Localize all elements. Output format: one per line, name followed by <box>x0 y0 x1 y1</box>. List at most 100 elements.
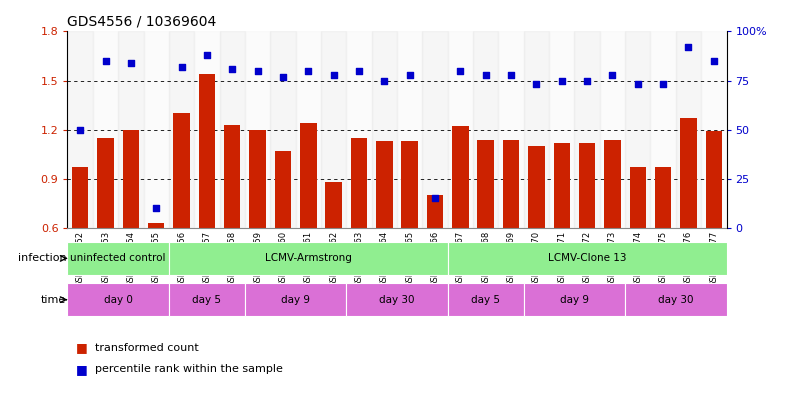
Text: day 5: day 5 <box>192 295 222 305</box>
Text: day 5: day 5 <box>471 295 500 305</box>
Bar <box>67 31 93 228</box>
Bar <box>122 130 139 228</box>
Bar <box>245 283 346 316</box>
Point <box>251 68 264 74</box>
Bar <box>706 131 722 228</box>
Point <box>74 127 87 133</box>
Bar <box>72 167 88 228</box>
Bar <box>148 223 164 228</box>
Bar <box>528 146 545 228</box>
Bar <box>195 31 220 228</box>
Bar <box>295 31 321 228</box>
Bar <box>503 140 519 228</box>
Bar <box>397 31 422 228</box>
Bar <box>67 283 169 316</box>
Bar <box>169 31 195 228</box>
Bar <box>98 138 114 228</box>
Bar <box>650 31 676 228</box>
Text: LCMV-Armstrong: LCMV-Armstrong <box>265 253 352 263</box>
Bar <box>676 31 701 228</box>
Bar <box>452 127 468 228</box>
Bar <box>67 242 169 275</box>
Point <box>225 66 238 72</box>
Point <box>150 205 163 211</box>
Bar <box>448 283 524 316</box>
Bar <box>553 143 570 228</box>
Bar <box>346 283 448 316</box>
Point <box>631 81 644 88</box>
Bar <box>448 242 727 275</box>
Bar <box>346 31 372 228</box>
Point <box>429 195 441 202</box>
Bar <box>300 123 317 228</box>
Bar <box>249 130 266 228</box>
Text: percentile rank within the sample: percentile rank within the sample <box>95 364 283 375</box>
Point <box>378 77 391 84</box>
Text: transformed count: transformed count <box>95 343 199 353</box>
Point <box>657 81 669 88</box>
Bar <box>402 141 418 228</box>
Point <box>125 60 137 66</box>
Text: day 30: day 30 <box>380 295 414 305</box>
Point <box>175 64 188 70</box>
Text: time: time <box>41 295 66 305</box>
Bar <box>326 182 342 228</box>
Bar <box>549 31 574 228</box>
Bar <box>270 31 295 228</box>
Bar <box>625 31 650 228</box>
Bar <box>422 31 448 228</box>
Bar <box>220 31 245 228</box>
Point <box>530 81 543 88</box>
Bar <box>574 31 599 228</box>
Bar <box>351 138 367 228</box>
Text: day 0: day 0 <box>104 295 133 305</box>
Point <box>201 52 214 58</box>
Text: LCMV-Clone 13: LCMV-Clone 13 <box>548 253 626 263</box>
Text: GDS4556 / 10369604: GDS4556 / 10369604 <box>67 15 217 29</box>
Bar <box>321 31 346 228</box>
Bar <box>173 113 190 228</box>
Point <box>480 72 492 78</box>
Text: uninfected control: uninfected control <box>71 253 166 263</box>
Point <box>403 72 416 78</box>
Point <box>707 58 720 64</box>
Point <box>682 44 695 50</box>
Bar <box>144 31 169 228</box>
Bar <box>604 140 621 228</box>
Point <box>505 72 518 78</box>
Text: infection: infection <box>17 253 66 263</box>
Bar <box>169 242 448 275</box>
Point <box>580 77 593 84</box>
Text: ■: ■ <box>75 341 87 354</box>
Bar <box>245 31 270 228</box>
Bar <box>680 118 696 228</box>
Bar <box>625 283 727 316</box>
Text: day 9: day 9 <box>281 295 310 305</box>
Bar <box>372 31 397 228</box>
Bar <box>630 167 646 228</box>
Bar <box>224 125 241 228</box>
Bar <box>448 31 473 228</box>
Text: day 9: day 9 <box>560 295 589 305</box>
Bar <box>198 74 215 228</box>
Text: day 30: day 30 <box>658 295 694 305</box>
Bar <box>169 283 245 316</box>
Bar <box>524 31 549 228</box>
Bar <box>499 31 524 228</box>
Bar <box>275 151 291 228</box>
Point <box>556 77 569 84</box>
Point <box>302 68 314 74</box>
Bar <box>376 141 392 228</box>
Bar <box>477 140 494 228</box>
Bar <box>524 283 625 316</box>
Point <box>276 73 289 80</box>
Bar <box>599 31 625 228</box>
Bar <box>473 31 499 228</box>
Point <box>353 68 365 74</box>
Bar <box>93 31 118 228</box>
Bar <box>118 31 144 228</box>
Point <box>454 68 467 74</box>
Point <box>327 72 340 78</box>
Bar <box>701 31 727 228</box>
Point <box>606 72 619 78</box>
